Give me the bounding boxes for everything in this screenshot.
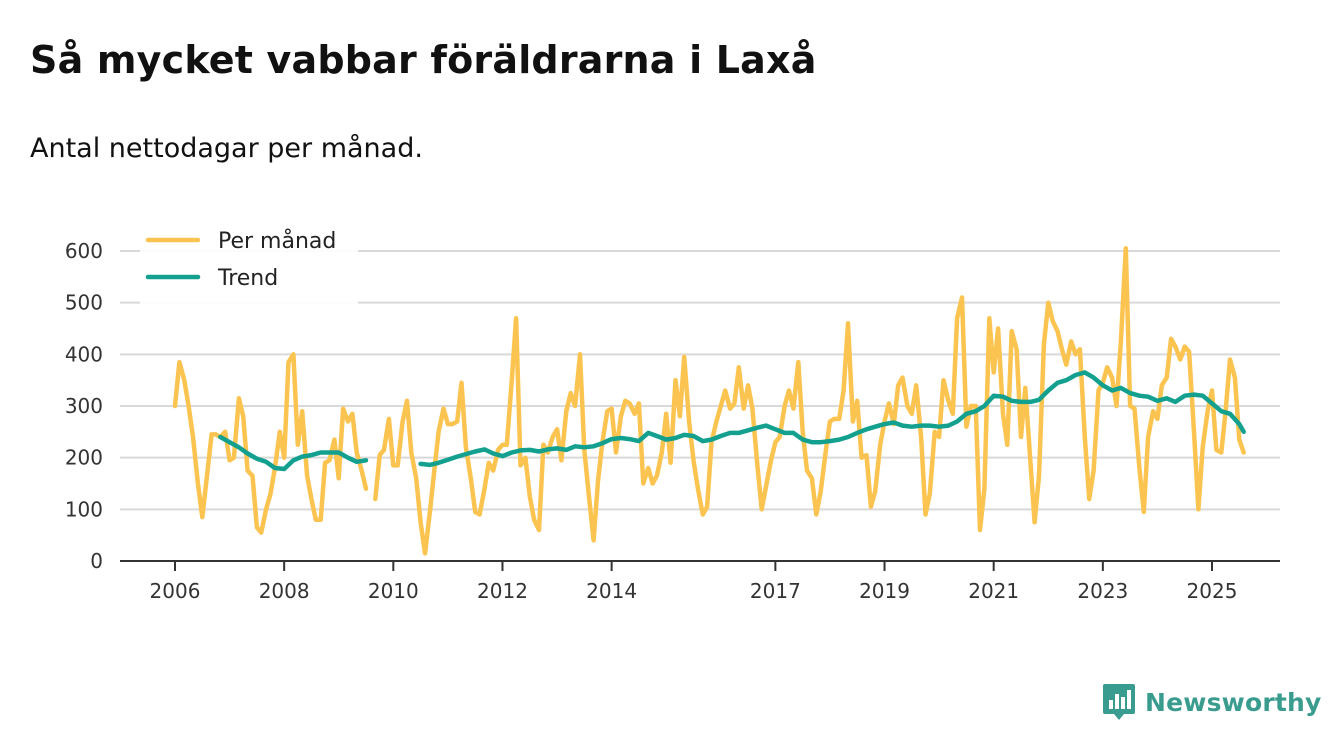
series-lines — [172, 246, 1246, 556]
legend: Per månad Trend — [140, 222, 358, 306]
x-tick-label: 2014 — [586, 579, 637, 603]
y-tick-label: 400 — [65, 342, 103, 366]
x-tick-label: 2006 — [150, 579, 201, 603]
series-line-per-manad — [172, 246, 1246, 556]
x-tick-label: 2019 — [859, 579, 910, 603]
chart-title: Så mycket vabbar föräldrarna i Laxå — [30, 38, 817, 82]
x-tick-label: 2010 — [368, 579, 419, 603]
x-tick-label: 2023 — [1077, 579, 1128, 603]
y-tick-label: 200 — [65, 446, 103, 470]
y-tick-label: 300 — [65, 394, 103, 418]
x-tick-label: 2017 — [750, 579, 801, 603]
newsworthy-logo: Newsworthy — [1102, 682, 1322, 722]
legend-label-trend: Trend — [217, 266, 278, 291]
chart-subtitle: Antal nettodagar per månad. — [30, 133, 423, 164]
newsworthy-logo-icon — [1103, 684, 1135, 720]
y-tick-label: 0 — [90, 549, 103, 573]
x-tick-label: 2025 — [1187, 579, 1238, 603]
legend-label-per-manad: Per månad — [218, 228, 336, 254]
series-line-trend — [218, 370, 1246, 472]
legend-background — [140, 222, 358, 306]
y-tick-label: 500 — [65, 291, 103, 315]
y-tick-label: 100 — [65, 497, 103, 521]
y-tick-label: 600 — [65, 239, 103, 263]
x-axis: 0 100 200 300 400 500 600 2006 2008 2010 2012 2014 2… — [65, 239, 1280, 603]
x-tick-label: 2008 — [259, 579, 310, 603]
x-tick-label: 2021 — [968, 579, 1019, 603]
newsworthy-brand-name: Newsworthy — [1145, 687, 1322, 717]
x-tick-label: 2012 — [477, 579, 528, 603]
